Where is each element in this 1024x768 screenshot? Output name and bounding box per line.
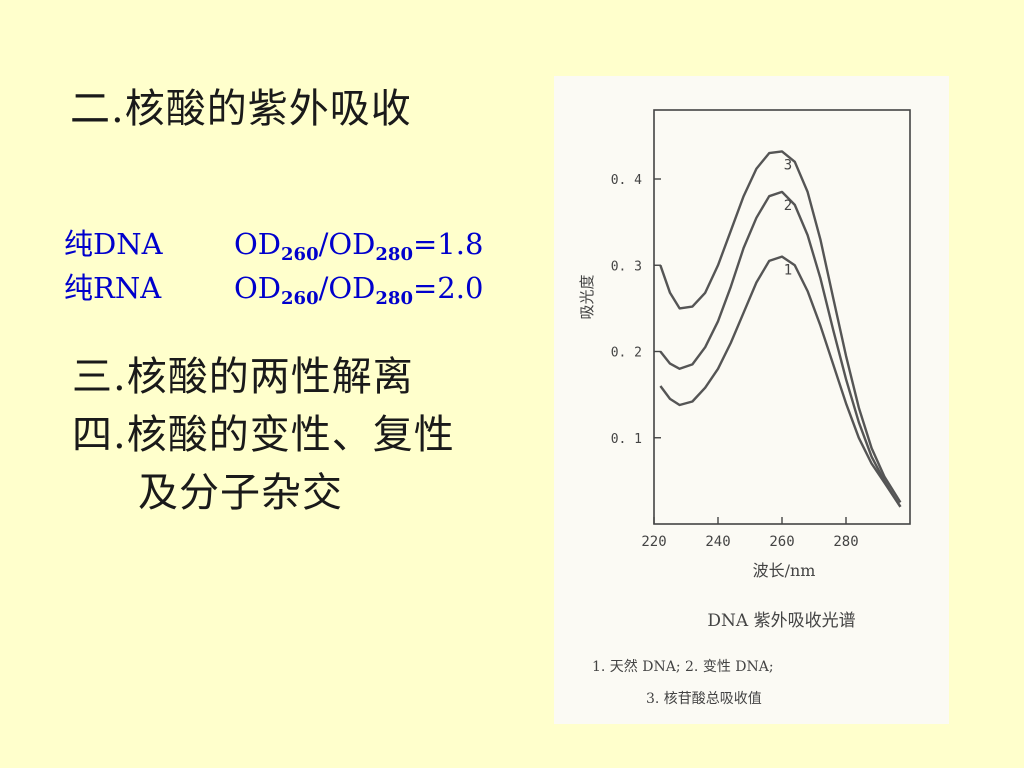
y-tick-label: 0. 1 [611, 432, 642, 447]
figure-caption-line-2: 3. 核苷酸总吸收值 [646, 691, 762, 707]
curve-1 [659, 255, 902, 508]
rna-ratio: OD260/OD280=2.0 [234, 271, 484, 309]
section-4-continued: 及分子杂交 [138, 470, 343, 516]
uv-spectrum-chart: 0. 1 0. 2 0. 3 0. 4 220 240 260 280 波长/nm 吸光度 1 2 3 [578, 109, 911, 580]
dna-ratio: OD260/OD280=1.8 [234, 227, 484, 265]
curve-label-3: 3 [784, 157, 792, 173]
x-tick-label: 280 [833, 534, 858, 550]
x-tick-label: 240 [705, 534, 730, 550]
curve-label-2: 2 [784, 198, 792, 214]
rna-label: 纯RNA [64, 271, 162, 305]
section-3: 三.核酸的两性解离 [72, 354, 414, 400]
slide-title: 二.核酸的紫外吸收 [70, 86, 412, 132]
x-tick-label: 260 [769, 534, 794, 550]
figure-caption-line-1: 1. 天然 DNA; 2. 变性 DNA; [592, 659, 774, 675]
section-4: 四.核酸的变性、复性 [72, 412, 455, 458]
y-axis-label: 吸光度 [578, 274, 596, 319]
curve-3 [659, 150, 902, 504]
y-tick-label: 0. 2 [611, 346, 642, 361]
curve-label-1: 1 [784, 263, 792, 279]
x-tick-label: 220 [641, 534, 666, 550]
y-tick-label: 0. 3 [611, 259, 642, 274]
dna-label: 纯DNA [64, 227, 163, 261]
curve-2 [659, 190, 902, 508]
uv-spectrum-figure: 0. 1 0. 2 0. 3 0. 4 220 240 260 280 波长/nm 吸光度 1 2 3 … [554, 76, 949, 724]
y-tick-label: 0. 4 [611, 173, 642, 188]
section-list: 三.核酸的两性解离 四.核酸的变性、复性 及分子杂交 [72, 348, 455, 522]
x-axis-label: 波长/nm [753, 561, 816, 580]
figure-caption-title: DNA 紫外吸收光谱 [707, 611, 856, 631]
